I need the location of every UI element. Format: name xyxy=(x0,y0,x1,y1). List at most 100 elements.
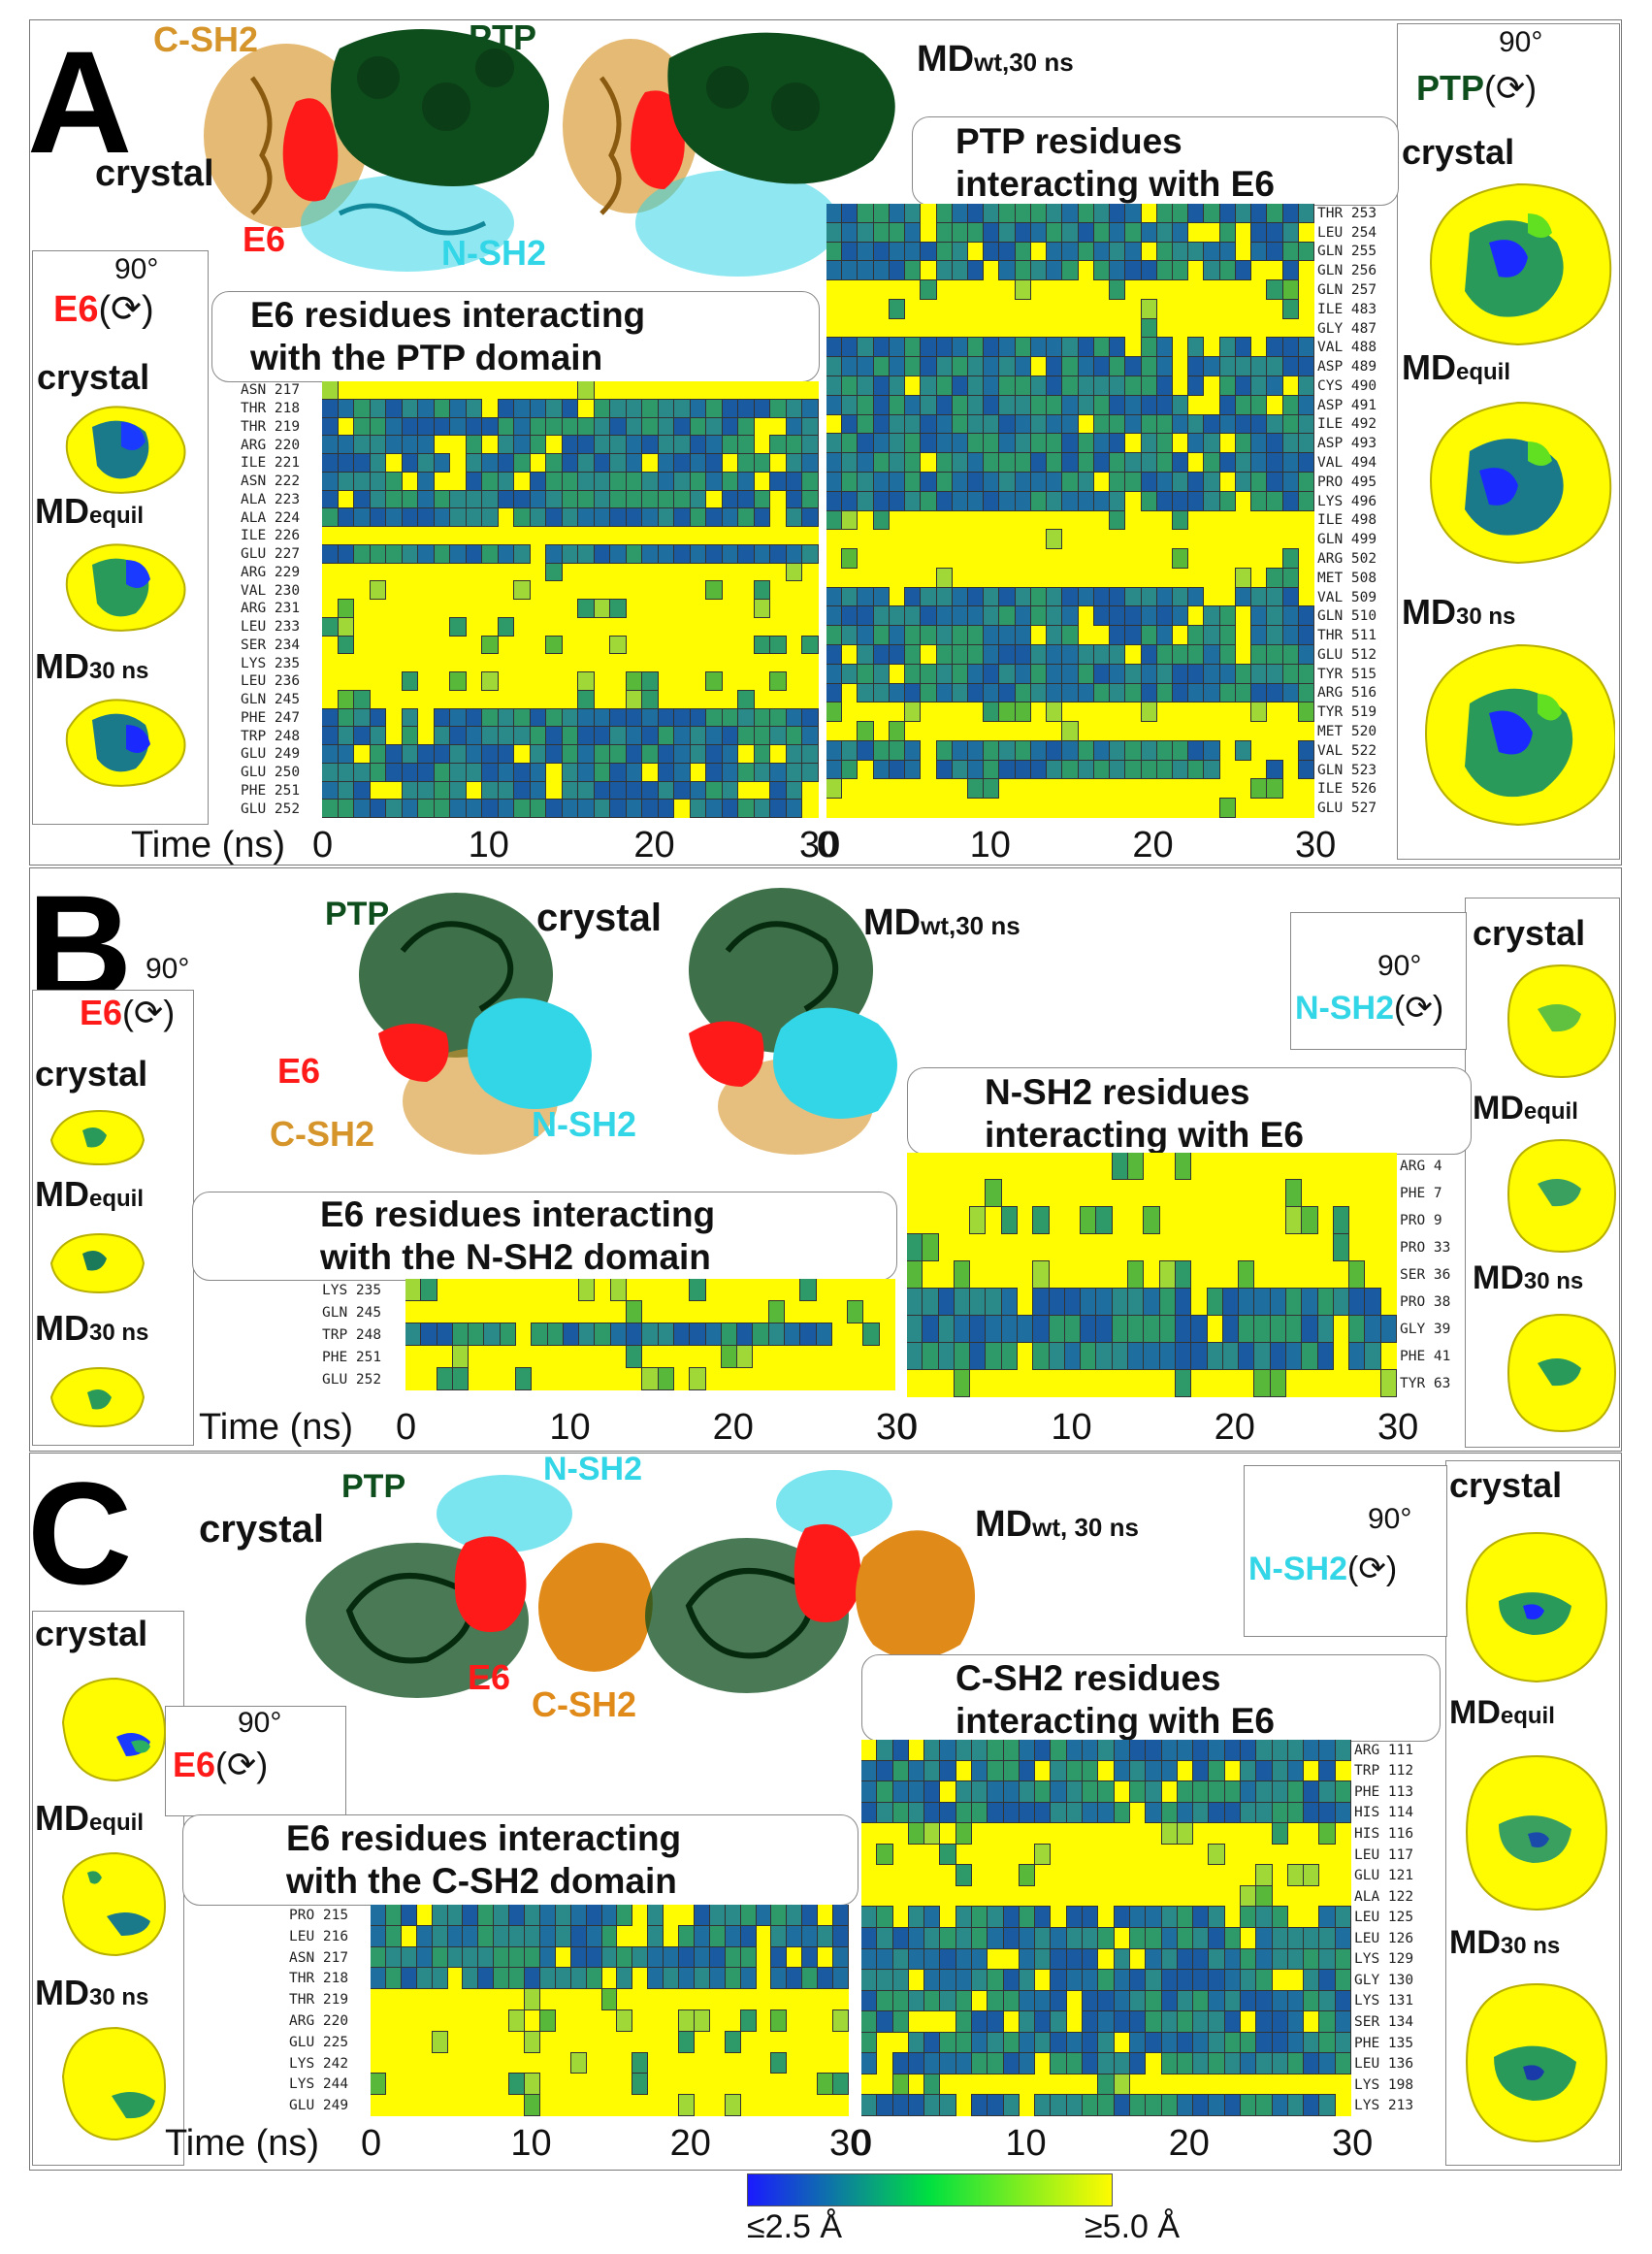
heatmap-cell xyxy=(508,1967,526,1990)
heatmap-cell xyxy=(1155,605,1173,627)
heatmap-cell xyxy=(431,1945,448,1969)
inset-b-left-deg: 90° xyxy=(146,953,190,985)
heatmap-cell xyxy=(904,586,922,607)
row-label: TRP 248 xyxy=(241,728,301,744)
heatmap-cell xyxy=(1113,1947,1130,1971)
heatmap-cell xyxy=(369,762,387,782)
heatmap-cell xyxy=(705,762,723,782)
heatmap-cell xyxy=(529,744,547,764)
heatmap-cell xyxy=(1092,452,1111,473)
heatmap-cell xyxy=(1253,1369,1271,1397)
heatmap-cell xyxy=(955,1780,973,1803)
heatmap-cell xyxy=(431,1924,448,1947)
heatmap-cell xyxy=(481,707,499,728)
heatmap-cell xyxy=(1281,298,1299,319)
heatmap-cell xyxy=(737,707,755,728)
heatmap-cell xyxy=(832,1967,849,1990)
heatmap-cell xyxy=(983,452,1000,473)
heatmap-cell xyxy=(1318,1989,1336,2012)
heatmap-cell xyxy=(998,739,1016,761)
heatmap-cell xyxy=(524,2030,540,2053)
heatmap-cell xyxy=(920,279,937,300)
heatmap-cell xyxy=(857,490,874,511)
row-label: ARG 516 xyxy=(1317,685,1377,702)
heatmap-cell xyxy=(801,435,819,454)
row-label: ALA 122 xyxy=(1354,1888,1414,1905)
heatmap-cell xyxy=(1187,376,1205,396)
heatmap-cell xyxy=(678,2094,695,2116)
inset-c-left-name-text: E6 xyxy=(173,1745,216,1784)
heatmap-cell xyxy=(1018,1969,1036,1991)
heatmap-cell xyxy=(477,1924,495,1947)
heatmap-cell xyxy=(841,509,858,531)
inset-b-left-name: E6(⟳) xyxy=(80,995,175,1031)
heatmap-cell xyxy=(1271,2031,1288,2054)
heatmap-cell xyxy=(1097,1801,1115,1824)
heatmap-cell xyxy=(1171,490,1189,511)
mdequil-main: MD xyxy=(35,491,89,531)
row-label: PRO 33 xyxy=(1400,1240,1451,1256)
heatmap-cell xyxy=(841,452,858,473)
heatmap-cell xyxy=(1238,1260,1255,1289)
heatmap-cell xyxy=(1174,1288,1192,1316)
heatmap-cell xyxy=(937,1315,955,1343)
heatmap-cell xyxy=(1077,241,1094,262)
heatmap-cell xyxy=(1155,625,1173,645)
heatmap-cell xyxy=(401,489,419,509)
heatmap-cell xyxy=(545,726,563,745)
heatmap-cell xyxy=(625,780,643,800)
heatmap-cell xyxy=(737,726,755,745)
heatmap-cell xyxy=(1160,2052,1178,2074)
heatmap-cell xyxy=(841,739,858,761)
inset-a-left-name-text: E6 xyxy=(53,289,99,330)
heatmap-cell xyxy=(1255,1906,1273,1928)
heatmap-cell xyxy=(1050,2010,1067,2033)
heatmap-cell xyxy=(594,1323,611,1346)
heatmap-cell xyxy=(1255,2052,1273,2074)
heatmap-cell xyxy=(384,1905,402,1926)
heatmap-cell xyxy=(801,1945,819,1969)
heatmap-cell xyxy=(369,453,387,473)
callout-b-left-line2: with the N-SH2 domain xyxy=(320,1237,711,1277)
heatmap-cell xyxy=(753,599,771,618)
heatmap-cell xyxy=(1143,1288,1160,1316)
heatmap-cell xyxy=(609,398,627,418)
heatmap-cell xyxy=(785,726,803,745)
heatmap-cell xyxy=(433,453,451,473)
heatmap-cell xyxy=(920,376,937,396)
heatmap-cell xyxy=(904,241,922,262)
heatmap-cell xyxy=(625,726,643,745)
heatmap-cell xyxy=(417,744,435,764)
heatmap-cell xyxy=(1050,1801,1067,1824)
row-label: GLU 512 xyxy=(1317,646,1377,663)
heatmap-cell xyxy=(1223,1780,1241,1803)
row-label: GLU 252 xyxy=(241,800,301,817)
heatmap-cell xyxy=(1192,1906,1210,1928)
heatmap-cell xyxy=(983,586,1000,607)
heatmap-cell xyxy=(1334,1801,1351,1824)
heatmap-cell xyxy=(1334,1927,1351,1949)
heatmap-cell xyxy=(1171,586,1189,607)
heatmap-cell xyxy=(1218,376,1236,396)
heatmap-cell xyxy=(1000,1315,1019,1343)
heatmap-cell xyxy=(1061,471,1079,492)
heatmap-cell xyxy=(1192,2052,1210,2074)
heatmap-cell xyxy=(769,780,787,800)
heatmap-cell xyxy=(1334,1906,1351,1928)
heatmap-cell xyxy=(920,605,937,627)
heatmap-cell xyxy=(1303,1927,1320,1949)
heatmap-cell xyxy=(861,1947,878,1971)
tick-label: 10 xyxy=(1051,1407,1092,1448)
heatmap-cell xyxy=(465,799,483,818)
row-label: LEU 117 xyxy=(1354,1846,1414,1863)
heatmap-cell xyxy=(451,1367,470,1390)
heatmap-cell xyxy=(1223,2010,1241,2033)
heatmap-cell xyxy=(449,780,467,800)
heatmap-cell xyxy=(401,671,419,691)
heatmap-cell xyxy=(971,1947,988,1971)
heatmap-cell xyxy=(801,1905,819,1926)
heatmap-cell xyxy=(1174,1342,1192,1370)
heatmap-cell xyxy=(529,398,547,418)
heatmap-cell xyxy=(1000,1342,1019,1370)
heatmap-cell xyxy=(1046,471,1063,492)
